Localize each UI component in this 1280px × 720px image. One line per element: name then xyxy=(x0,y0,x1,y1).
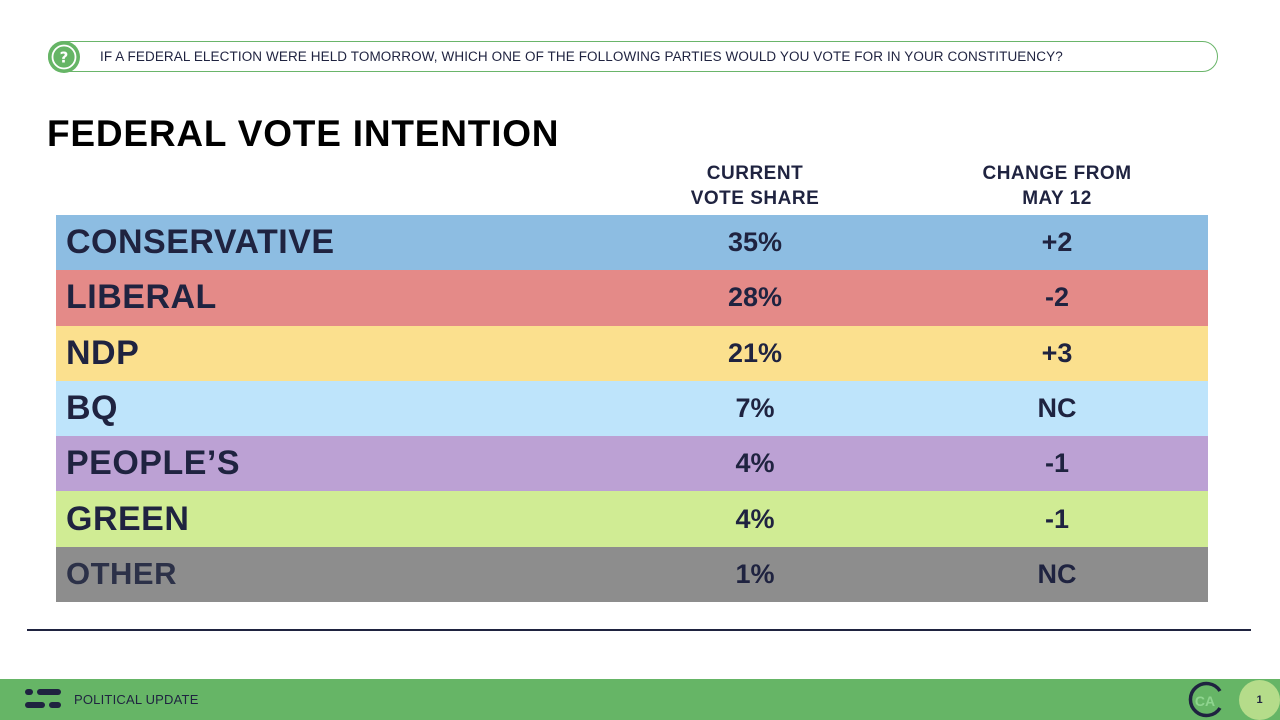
change-value: NC xyxy=(1037,393,1077,424)
page-number: 1 xyxy=(1239,680,1280,720)
column-header-change-from-may-12: CHANGE FROM MAY 12 xyxy=(982,163,1132,209)
page-title: FEDERAL VOTE INTENTION xyxy=(47,113,560,154)
question-banner: ? IF A FEDERAL ELECTION WERE HELD TOMORR… xyxy=(48,41,1218,73)
table-row-peoples: PEOPLE’S 4% -1 xyxy=(56,436,1208,492)
party-name: NDP xyxy=(66,333,140,372)
change-value: -1 xyxy=(1044,503,1069,534)
column-header-current-vote-share: CURRENT VOTE SHARE xyxy=(690,163,820,209)
table-row-ndp: NDP 21% +3 xyxy=(56,325,1208,381)
vote-share-value: 28% xyxy=(727,282,783,313)
vote-share-value: 4% xyxy=(735,503,775,534)
party-name: BQ xyxy=(66,389,118,428)
table-row-liberal: LIBERAL 28% -2 xyxy=(56,270,1208,326)
change-value: -2 xyxy=(1044,282,1069,313)
party-name: PEOPLE’S xyxy=(66,444,241,483)
party-name: LIBERAL xyxy=(66,278,217,317)
change-value: +2 xyxy=(1041,227,1073,258)
question-mark-icon: ? xyxy=(48,41,80,73)
change-value: -1 xyxy=(1044,448,1069,479)
question-text: IF A FEDERAL ELECTION WERE HELD TOMORROW… xyxy=(100,49,1063,64)
vote-share-value: 7% xyxy=(735,393,775,424)
change-value: NC xyxy=(1037,558,1077,589)
party-name: OTHER xyxy=(66,556,177,592)
party-name: GREEN xyxy=(66,499,190,538)
table-row-bq: BQ 7% NC xyxy=(56,380,1208,437)
divider-line xyxy=(27,629,1251,631)
ca-circle-icon: CA xyxy=(1188,681,1222,718)
footer-label: POLITICAL UPDATE xyxy=(74,692,199,707)
abacus-lines-icon xyxy=(25,689,61,708)
vote-share-value: 21% xyxy=(727,337,783,368)
vote-intention-table: CONSERVATIVE 35% +2 LIBERAL 28% -2 NDP 21% +3 BQ 7… xyxy=(56,215,1208,603)
vote-share-value: 35% xyxy=(727,227,783,258)
footer-bar: POLITICAL UPDATE CA xyxy=(0,679,1280,720)
svg-text:CA: CA xyxy=(1195,693,1215,709)
party-name: CONSERVATIVE xyxy=(66,223,335,262)
vote-share-value: 4% xyxy=(735,448,775,479)
table-row-green: GREEN 4% -1 xyxy=(56,491,1208,547)
table-row-other: OTHER 1% NC xyxy=(56,546,1208,603)
table-row-conservative: CONSERVATIVE 35% +2 xyxy=(56,215,1208,271)
vote-share-value: 1% xyxy=(735,558,775,589)
svg-text:?: ? xyxy=(60,49,69,67)
change-value: +3 xyxy=(1041,337,1073,368)
